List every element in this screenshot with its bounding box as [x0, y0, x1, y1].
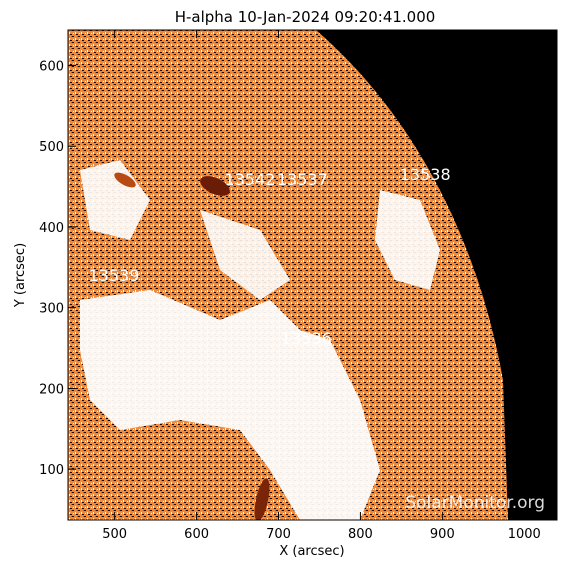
space-background [316, 30, 557, 520]
region-label: 13538 [400, 165, 451, 184]
y-tick-label: 400 [39, 221, 64, 236]
quiet-sun-region-left [80, 290, 380, 520]
y-tick-label: 600 [39, 60, 64, 75]
x-tick-label: 900 [430, 527, 455, 542]
x-axis-ticks: 500 600 700 800 900 1000 [102, 30, 541, 542]
region-label: 13539 [88, 266, 139, 285]
y-tick-label: 100 [39, 463, 64, 478]
y-tick-label: 200 [39, 382, 64, 397]
watermark: SolarMonitor.org [405, 493, 545, 513]
x-tick-label: 700 [266, 527, 291, 542]
x-axis-label: X (arcsec) [279, 544, 344, 559]
plage-bright-spot [200, 176, 230, 196]
y-axis-ticks: 100 200 300 400 500 600 [39, 60, 557, 478]
y-tick-label: 500 [39, 140, 64, 155]
solar-image [68, 30, 557, 520]
x-tick-label: 500 [102, 527, 127, 542]
x-tick-label: 1000 [508, 527, 541, 542]
region-label: 13536 [281, 329, 332, 348]
y-tick-label: 300 [39, 302, 64, 317]
quiet-sun-region-right [375, 190, 440, 290]
region-labels: 13542 13537 13538 13539 13536 [88, 165, 450, 348]
quiet-sun-region-mid [200, 210, 290, 300]
plage-streak-upper [114, 172, 136, 188]
region-label: 13542 [224, 170, 275, 189]
region-label: 13537 [277, 170, 328, 189]
figure-title: H-alpha 10-Jan-2024 09:20:41.000 [175, 8, 436, 26]
y-axis-label: Y (arcsec) [13, 243, 28, 308]
filament-lower [254, 478, 270, 520]
plot-frame [67, 29, 558, 521]
x-tick-label: 600 [184, 527, 209, 542]
x-tick-label: 800 [348, 527, 373, 542]
